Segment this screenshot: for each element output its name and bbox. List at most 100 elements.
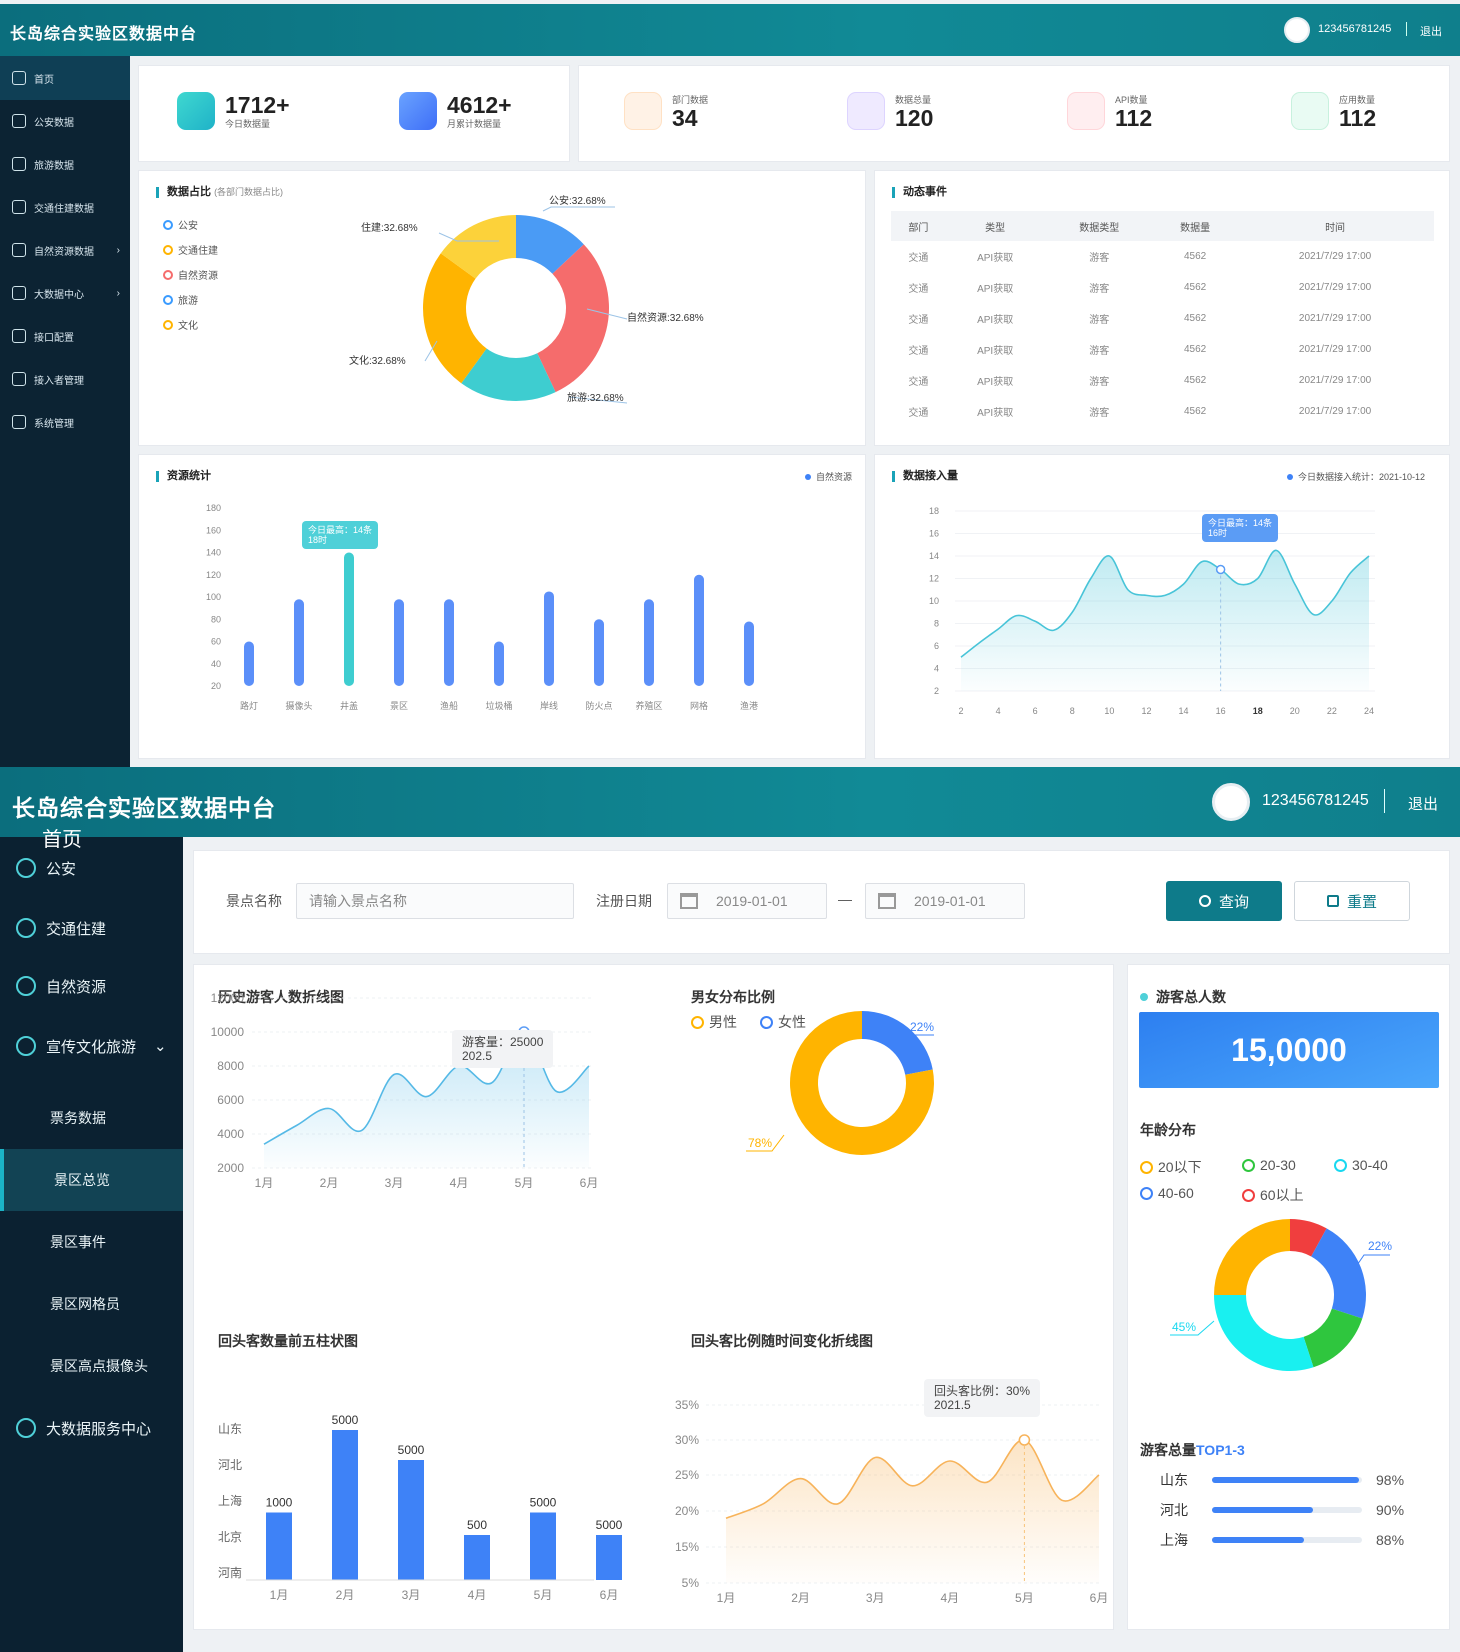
sidebar-item-7[interactable]: 景区网格员 [0, 1273, 183, 1335]
x-tick-label: 渔港 [740, 700, 758, 711]
sidebar-item-1[interactable]: 公安数据 [0, 99, 130, 143]
sidebar-item-3[interactable]: 交通住建数据 [0, 185, 130, 229]
avatar[interactable] [1284, 17, 1310, 43]
access-card: 数据接入量 今日数据接入统计：2021-10-12 2 4 6 8 10 12 14 16 18… [874, 454, 1450, 759]
age-legend-item[interactable]: 20-30 [1242, 1157, 1296, 1173]
stat-value: 34 [672, 104, 698, 131]
table-cell: API获取 [977, 284, 1014, 295]
age-legend-item[interactable]: 40-60 [1140, 1185, 1194, 1201]
x-tick-label: 24 [1364, 706, 1374, 716]
stat-month: 4612+ 月累计数据量 [399, 92, 512, 130]
sidebar-home[interactable]: 首页 [42, 829, 82, 851]
ratio-line [725, 1439, 1100, 1519]
nav-icon [12, 415, 26, 429]
gender-legend-female: 女性 [760, 1012, 806, 1032]
sidebar-item-4[interactable]: 自然资源数据 › [0, 228, 130, 272]
sidebar-item-1[interactable]: 交通住建 [0, 897, 183, 959]
sidebar-item-2[interactable]: 旅游数据 [0, 142, 130, 186]
bar [694, 574, 704, 686]
top3-track [1212, 1507, 1362, 1513]
table-row[interactable]: 交通 API获取 游客 4562 2021/7/29 17:00 [891, 365, 1434, 396]
age-legend-item[interactable]: 30-40 [1334, 1157, 1388, 1173]
logout-link[interactable]: 退出 [1408, 796, 1439, 813]
sidebar-item-6[interactable]: 景区事件 [0, 1211, 183, 1273]
x-tick-label: 1月 [255, 1176, 274, 1190]
stat-label: 应用数量 [1339, 94, 1376, 105]
column-header[interactable]: 数据类型 [1044, 211, 1155, 241]
card-title: 数据接入量 [892, 471, 958, 482]
column-header[interactable]: 时间 [1236, 211, 1434, 241]
bar [398, 1460, 424, 1580]
sidebar-item-8[interactable]: 系统管理 [0, 400, 130, 444]
x-tick-label: 井盖 [340, 700, 358, 711]
top3-region: 山东 [1160, 1472, 1188, 1488]
nav-icon [12, 200, 26, 214]
sidebar-item-8[interactable]: 景区高点摄像头 [0, 1335, 183, 1397]
column-header[interactable]: 数据量 [1154, 211, 1237, 241]
avatar[interactable] [1212, 783, 1250, 821]
table-row[interactable]: 交通 API获取 游客 4562 2021/7/29 17:00 [891, 334, 1434, 365]
sidebar-item-0[interactable]: 首页 [0, 56, 130, 100]
sidebar-item-9[interactable]: 大数据服务中心 [0, 1397, 183, 1459]
sidebar-item-label: 公安数据 [34, 117, 74, 129]
legend-item[interactable]: 交通住建 [163, 242, 218, 257]
query-button[interactable]: 查询 [1166, 881, 1282, 921]
bar [544, 591, 554, 686]
table-row[interactable]: 交通 API获取 游客 4562 2021/7/29 17:00 [891, 272, 1434, 303]
age-legend-item[interactable]: 60以上 [1242, 1185, 1304, 1205]
sidebar-item-5[interactable]: 景区总览 [0, 1149, 183, 1211]
x-tick-label: 路灯 [240, 700, 258, 711]
date-to-input[interactable]: 2019-01-01 [865, 883, 1025, 919]
date-dash: — [838, 891, 852, 907]
x-tick-label: 养殖区 [635, 700, 662, 711]
legend-item[interactable]: 文化 [163, 317, 198, 332]
table-row[interactable]: 交通 API获取 游客 4562 2021/7/29 17:00 [891, 241, 1434, 272]
stat-value: 112 [1115, 104, 1153, 131]
bar [332, 1430, 358, 1580]
x-tick-label: 20 [1290, 706, 1300, 716]
donut-slice [1303, 1308, 1363, 1368]
sidebar-item-5[interactable]: 大数据中心 › [0, 271, 130, 315]
sidebar-item-0[interactable]: 公安 [0, 837, 183, 899]
x-tick-label: 2月 [320, 1176, 339, 1190]
x-tick-label: 5月 [1015, 1591, 1034, 1605]
y-tick-label: 100 [206, 592, 221, 602]
y-tick-label: 15% [675, 1540, 699, 1554]
bar-value-label: 1000 [266, 1496, 293, 1510]
age-legend-item[interactable]: 20以下 [1140, 1157, 1202, 1177]
reset-button[interactable]: 重置 [1294, 881, 1410, 921]
sidebar-item-4[interactable]: 票务数据 [0, 1087, 183, 1149]
table-row[interactable]: 交通 API获取 游客 4562 2021/7/29 17:00 [891, 396, 1434, 427]
table-cell: 交通 [908, 377, 929, 388]
sidebar-item-2[interactable]: 自然资源 [0, 955, 183, 1017]
nav-icon [12, 114, 26, 128]
scenic-name-input[interactable]: 请输入景点名称 [296, 883, 574, 919]
legend-item[interactable]: 旅游 [163, 292, 198, 307]
legend-item[interactable]: 公安 [163, 217, 198, 232]
y-tick-label: 8000 [217, 1059, 244, 1073]
total-title: 游客总人数 [1140, 987, 1226, 1007]
legend-item[interactable]: 自然资源 [163, 267, 218, 282]
table-row[interactable]: 交通 API获取 游客 4562 2021/7/29 17:00 [891, 303, 1434, 334]
date-from-input[interactable]: 2019-01-01 [667, 883, 827, 919]
filter-bar: 景点名称 请输入景点名称 注册日期 2019-01-01 — 2019-01-0… [193, 850, 1450, 954]
column-header[interactable]: 部门 [891, 211, 946, 241]
sidebar-item-7[interactable]: 接入者管理 [0, 357, 130, 401]
sidebar-item-6[interactable]: 接口配置 [0, 314, 130, 358]
y-tick-label: 140 [206, 548, 221, 558]
x-tick-label: 16 [1216, 706, 1226, 716]
logout-link[interactable]: 退出 [1420, 26, 1442, 38]
age-donut-chart: 22% 45% [1170, 1219, 1392, 1371]
column-header[interactable]: 类型 [945, 211, 1045, 241]
app-title: 长岛综合实验区数据中台 [10, 26, 198, 43]
ratio-tooltip: 回头客比例：30% 2021.5 [924, 1379, 1041, 1417]
table-cell: 4562 [1183, 313, 1207, 324]
donut-slice [1311, 1228, 1366, 1319]
gender-title: 男女分布比例 [691, 989, 775, 1005]
search-icon [1198, 895, 1211, 907]
x-tick-label: 1月 [717, 1591, 736, 1605]
table-cell: 4562 [1183, 282, 1207, 293]
table-cell: 2021/7/29 17:00 [1298, 375, 1372, 386]
sidebar-item-3[interactable]: 宣传文化旅游 ⌄ [0, 1015, 183, 1077]
